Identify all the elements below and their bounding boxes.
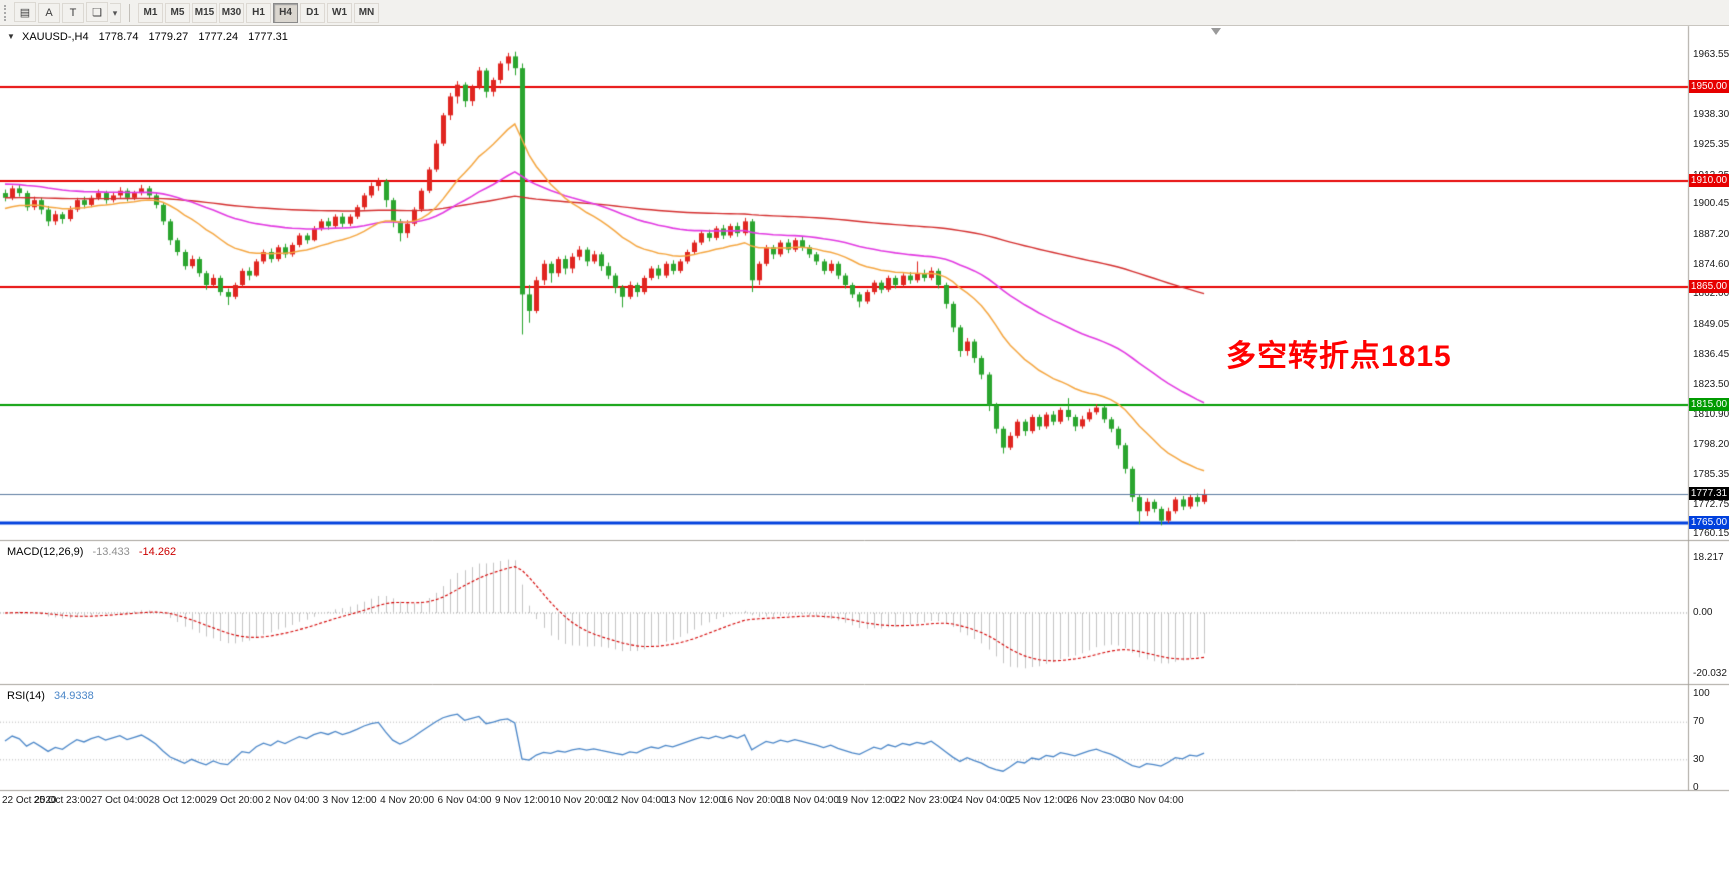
date-label: 3 Nov 12:00 [322, 795, 377, 806]
tool-cursor-mode-button[interactable]: A [38, 2, 60, 23]
timeframe-button-m1[interactable]: M1 [138, 2, 163, 23]
price-tick-label: 1963.55 [1693, 49, 1729, 61]
price-tick-label: 1887.20 [1693, 229, 1729, 241]
date-label: 2 Nov 04:00 [265, 795, 320, 806]
rsi-tick-label: 30 [1693, 753, 1705, 765]
timeframe-button-w1[interactable]: W1 [327, 2, 352, 23]
timeframe-button-m30[interactable]: M30 [219, 2, 244, 23]
ohlc-high: 1779.27 [148, 31, 189, 43]
timeframe-button-h4[interactable]: H4 [273, 2, 298, 23]
date-label: 9 Nov 12:00 [494, 795, 549, 806]
date-label: 6 Nov 04:00 [437, 795, 492, 806]
date-label: 25 Nov 12:00 [1009, 795, 1069, 806]
annotation-text[interactable]: 多空转折点1815 [1226, 340, 1452, 373]
date-axis[interactable]: 22 Oct 2020 25 Oct 23:00 27 Oct 04:00 28 Oc… [0, 791, 1688, 813]
price-tick-label: 1760.15 [1693, 528, 1729, 540]
date-label: 4 Nov 20:00 [380, 795, 435, 806]
date-label: 12 Nov 04:00 [607, 795, 667, 806]
date-label: 29 Oct 20:00 [206, 795, 264, 806]
price-tick-label: 1900.45 [1693, 197, 1729, 209]
price-tick-label: 1785.35 [1693, 469, 1729, 481]
macd-tick-label: -20.032 [1693, 667, 1727, 679]
price-tick-label: 1849.05 [1693, 318, 1729, 330]
rsi-name: RSI(14) [7, 690, 45, 702]
hline-price-label: 1950.00 [1689, 80, 1729, 94]
timeframe-button-mn[interactable]: MN [354, 2, 379, 23]
timeframe-button-d1[interactable]: D1 [300, 2, 325, 23]
date-label: 16 Nov 20:00 [721, 795, 782, 806]
macd-tick-label: 18.217 [1693, 551, 1724, 563]
date-label: 25 Oct 23:00 [33, 795, 92, 806]
timeframe-button-m5[interactable]: M5 [165, 2, 190, 23]
macd-main-value: -13.433 [92, 546, 130, 558]
date-label: 10 Nov 20:00 [549, 795, 610, 806]
symbol-title: XAUUSD-,H4 [21, 31, 89, 43]
date-label: 13 Nov 12:00 [664, 795, 725, 806]
timeframe-button-h1[interactable]: H1 [246, 2, 271, 23]
rsi-value: 34.9338 [53, 690, 94, 702]
macd-signal-value: -14.262 [138, 546, 177, 558]
toolbar-tools-group: ▤ A T ❏ ▾ [13, 2, 122, 23]
ohlc-low: 1777.24 [198, 31, 239, 43]
tool-chart-windows-button[interactable]: ▤ [14, 2, 36, 22]
price-tick-label: 1874.60 [1693, 258, 1729, 270]
date-label: 18 Nov 04:00 [779, 795, 839, 806]
date-label: 27 Oct 04:00 [91, 795, 149, 806]
price-tick-label: 1836.45 [1693, 348, 1729, 360]
date-label: 30 Nov 04:00 [1124, 795, 1184, 806]
macd-indicator-label: MACD(12,26,9) -13.433 -14.262 [7, 546, 176, 558]
date-label: 26 Nov 23:00 [1066, 795, 1127, 806]
chart-menu-icon[interactable]: ▼ [7, 32, 15, 41]
price-tick-label: 1938.30 [1693, 108, 1729, 120]
ohlc-open: 1778.74 [98, 31, 139, 43]
price-tick-label: 1772.75 [1693, 498, 1729, 510]
price-tick-label: 1810.90 [1693, 408, 1729, 420]
price-tick-label: 1862.00 [1693, 288, 1729, 300]
price-tick-label: 1925.35 [1693, 139, 1729, 151]
date-label: 22 Nov 23:00 [894, 795, 954, 806]
toolbar: ▤ A T ❏ ▾ M1 M5 M15 M30 H1 H4 D1 W1 MN [0, 0, 1729, 26]
hline-price-label: 1910.00 [1689, 174, 1729, 188]
price-tick-label: 1823.50 [1693, 379, 1729, 391]
ohlc-close: 1777.31 [248, 31, 288, 43]
price-axis[interactable]: 1963.551938.301925.351912.351900.451887.… [1689, 0, 1729, 895]
toolbar-grip[interactable] [4, 4, 9, 21]
chart-shift-marker-icon [1211, 28, 1221, 35]
date-label: 24 Nov 04:00 [951, 795, 1012, 806]
macd-name: MACD(12,26,9) [7, 546, 84, 558]
date-label: 22 Oct 2020 [2, 795, 57, 806]
rsi-tick-label: 100 [1693, 688, 1710, 699]
toolbar-separator [129, 3, 130, 22]
bid-price-label: 1777.31 [1689, 487, 1729, 501]
rsi-indicator-label: RSI(14) 34.9338 [7, 690, 94, 702]
rsi-tick-label: 70 [1693, 716, 1705, 728]
objects-dropdown-caret-icon[interactable]: ▾ [110, 3, 121, 23]
hline-price-label: 1865.00 [1689, 280, 1729, 294]
rsi-tick-label: 0 [1693, 782, 1699, 793]
chart-header: ▼ XAUUSD-,H4 1778.74 1779.27 1777.24 177… [7, 31, 288, 43]
macd-tick-label: 0.00 [1693, 606, 1713, 618]
date-label: 19 Nov 12:00 [836, 795, 897, 806]
tool-text-tool-button[interactable]: T [62, 2, 84, 23]
hline-price-label: 1765.00 [1689, 516, 1729, 530]
timeframe-buttons-group: M1 M5 M15 M30 H1 H4 D1 W1 MN [137, 2, 380, 23]
date-label: 28 Oct 12:00 [148, 795, 206, 806]
timeframe-button-m15[interactable]: M15 [192, 2, 217, 23]
tool-objects-list-button[interactable]: ❏ [86, 2, 108, 22]
hline-price-label: 1815.00 [1689, 398, 1729, 412]
price-tick-label: 1798.20 [1693, 438, 1729, 450]
